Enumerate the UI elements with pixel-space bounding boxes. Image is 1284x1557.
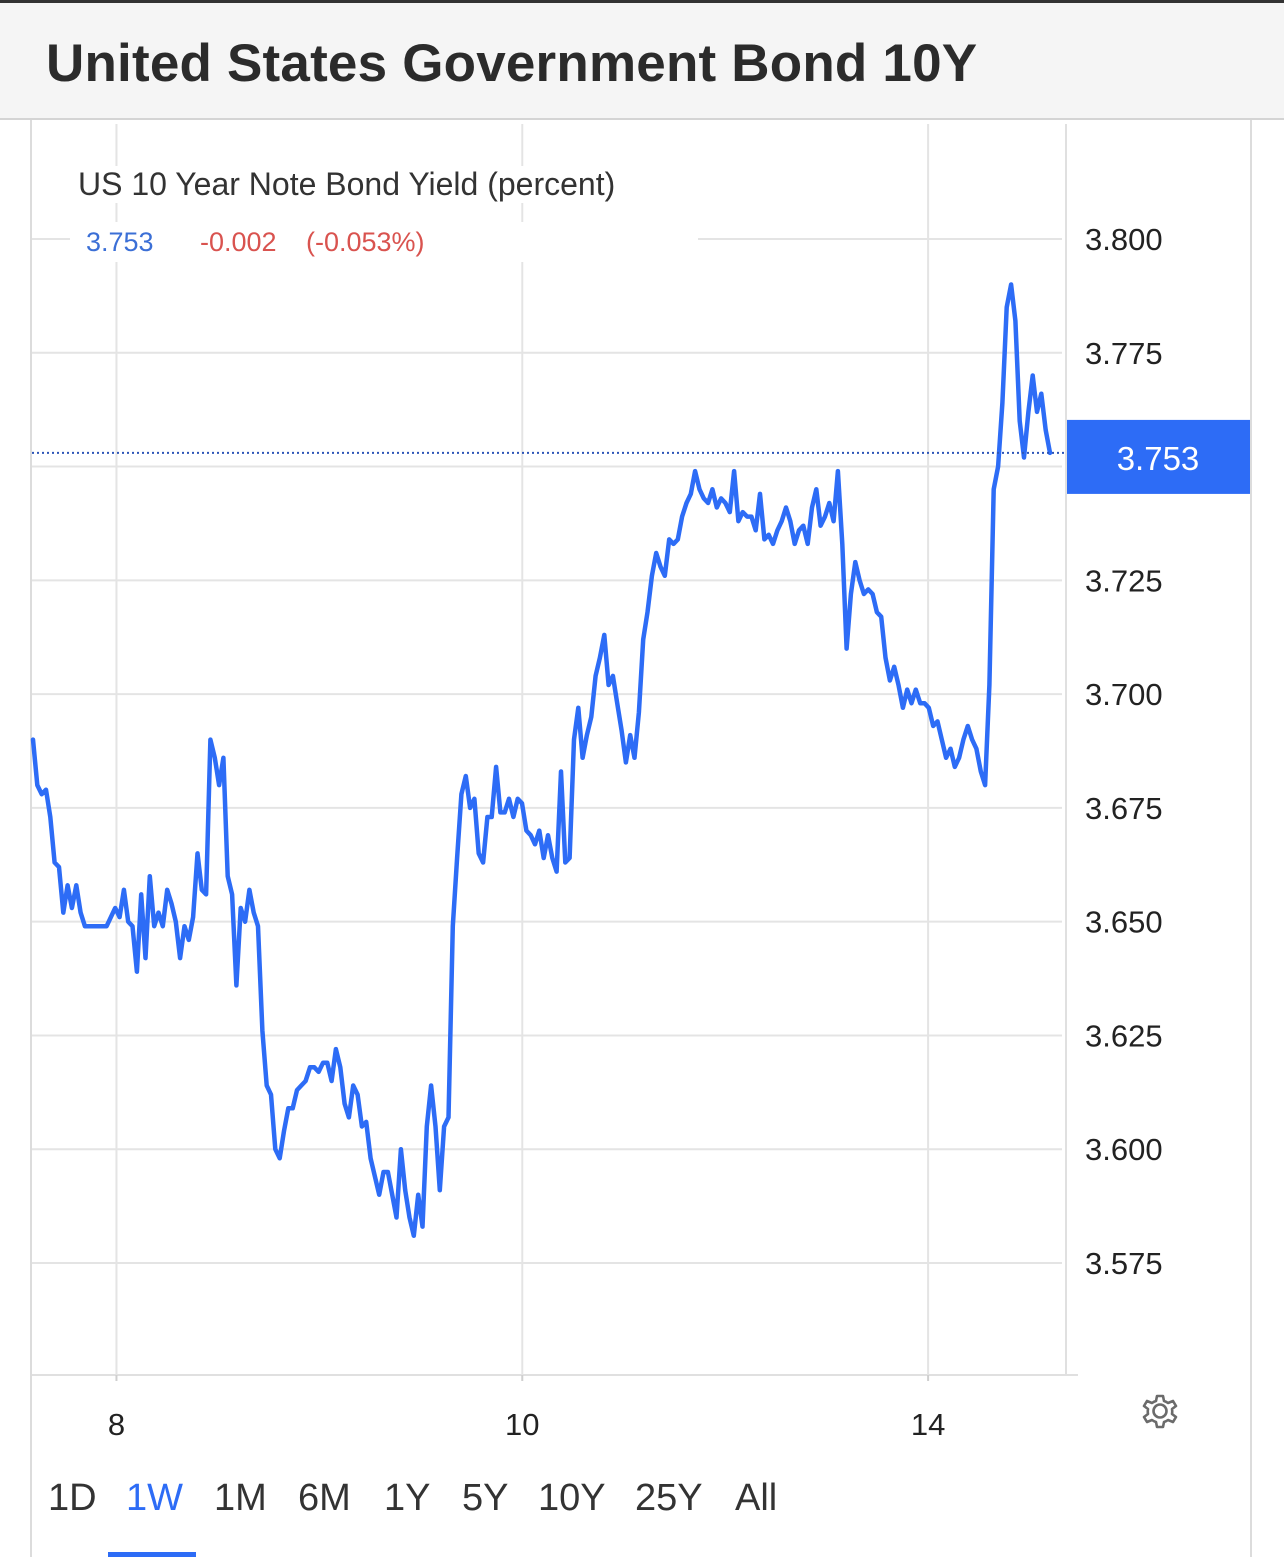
chart-series	[30, 282, 1053, 1238]
y-tick-label: 3.725	[1085, 563, 1163, 598]
legend-values: 3.753 -0.002 (-0.053%)	[70, 222, 698, 262]
range-button-all[interactable]: All	[735, 1468, 777, 1528]
range-button-25y[interactable]: 25Y	[635, 1468, 703, 1528]
current-value-marker: 3.753	[32, 419, 1250, 494]
x-tick-label: 10	[505, 1407, 539, 1442]
gear-icon[interactable]	[1138, 1389, 1182, 1433]
chart-panel	[30, 120, 1252, 1557]
series-line	[30, 282, 1053, 1238]
range-button-1d[interactable]: 1D	[48, 1468, 97, 1528]
page-header: United States Government Bond 10Y	[0, 0, 1284, 120]
page-title: United States Government Bond 10Y	[46, 34, 978, 93]
range-button-1y[interactable]: 1Y	[384, 1468, 430, 1528]
y-axis: 3.800 3.775 3.725 3.700 3.675 3.650 3.625 3.600…	[1085, 222, 1163, 1281]
active-range-underline	[108, 1552, 196, 1557]
x-tick-label: 8	[108, 1407, 125, 1442]
range-button-6m[interactable]: 6M	[298, 1468, 351, 1528]
range-button-1m[interactable]: 1M	[214, 1468, 267, 1528]
current-value-badge	[1067, 419, 1250, 494]
range-button-10y[interactable]: 10Y	[538, 1468, 606, 1528]
y-tick-label: 3.700	[1085, 677, 1163, 712]
x-axis: 8 10 14	[108, 1375, 945, 1442]
legend-title: US 10 Year Note Bond Yield (percent)	[78, 166, 626, 203]
chart-grid	[32, 124, 1078, 1376]
range-selector: 1D 1W 1M 6M 1Y 5Y 10Y 25Y All	[30, 1468, 830, 1557]
range-button-1w[interactable]: 1W	[126, 1468, 183, 1528]
y-tick-label: 3.675	[1085, 791, 1163, 826]
y-tick-label: 3.800	[1085, 222, 1163, 257]
y-tick-label: 3.625	[1085, 1018, 1163, 1053]
legend-change-percent: (-0.053%)	[306, 227, 425, 257]
x-tick-label: 14	[911, 1407, 945, 1442]
current-value-badge-label: 3.753	[1117, 440, 1200, 477]
y-tick-label: 3.650	[1085, 905, 1163, 940]
legend-last-value: 3.753	[86, 227, 154, 257]
y-tick-label: 3.600	[1085, 1132, 1163, 1167]
y-tick-label: 3.775	[1085, 336, 1163, 371]
y-tick-label: 3.575	[1085, 1246, 1163, 1281]
legend-change: -0.002	[200, 227, 277, 257]
range-button-5y[interactable]: 5Y	[462, 1468, 508, 1528]
